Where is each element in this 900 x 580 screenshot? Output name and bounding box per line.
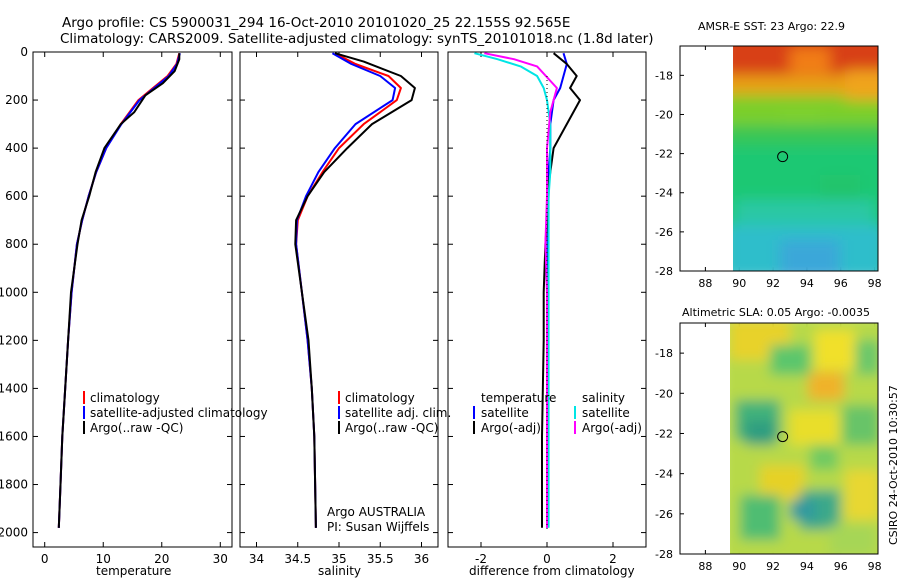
y-tick-label: 400 — [5, 141, 28, 155]
map-y-tick-label: -20 — [655, 387, 673, 400]
series-line-satellite-adjusted-climatology — [57, 52, 181, 528]
map-x-tick-label: 96 — [834, 560, 848, 573]
credit-text: CSIRO 24-Oct-2010 10:30:57 — [887, 385, 900, 545]
map-x-tick-label: 94 — [800, 560, 814, 573]
y-tick-label: 1600 — [0, 429, 28, 443]
legend-climatology: climatology — [345, 391, 415, 405]
map-y-tick-label: -22 — [655, 427, 673, 440]
x-tick-label: 36 — [414, 552, 429, 566]
y-tick-label: 1200 — [0, 333, 28, 347]
series-group — [57, 52, 181, 528]
salinity-legend: climatology satellite adj. clim. Argo(..… — [338, 391, 451, 435]
map-x-tick-label: 92 — [766, 277, 780, 290]
map-y-tick-label: -22 — [655, 148, 673, 161]
legend-climatology: climatology — [90, 391, 160, 405]
profile-lines — [57, 52, 581, 528]
series-line-climatology — [57, 52, 181, 528]
y-tick-label: 0 — [20, 45, 28, 59]
y-tick-label: 1000 — [0, 285, 28, 299]
figure-title-line2: Climatology: CARS2009. Satellite-adjuste… — [60, 31, 653, 47]
temperature-legend: climatology satellite-adjusted climatolo… — [83, 391, 268, 435]
map-x-tick-label: 94 — [800, 277, 814, 290]
map-x-tick-label: 88 — [698, 277, 712, 290]
legend-argo: Argo(..raw -QC) — [345, 421, 438, 435]
legend-satellite-adjusted: satellite-adjusted climatology — [90, 406, 268, 420]
argo-australia-note: Argo AUSTRALIA — [327, 505, 426, 519]
y-tick-label: 2000 — [0, 526, 28, 540]
legend-sal-satellite: satellite — [582, 406, 630, 420]
x-tick-label: -2 — [475, 552, 487, 566]
y-tick-label: 1800 — [0, 478, 28, 492]
map-y-tick-label: -28 — [655, 265, 673, 278]
legend-satellite-adj: satellite adj. clim. — [345, 406, 451, 420]
x-tick-label: 30 — [213, 552, 228, 566]
sst-map-frame — [679, 45, 879, 272]
x-tick-label: 35 — [331, 552, 346, 566]
sst-argo-marker — [777, 151, 789, 163]
x-tick-label: 35.5 — [367, 552, 394, 566]
map-y-tick-label: -26 — [655, 508, 673, 521]
series-line-argo-raw-qc- — [57, 53, 181, 528]
x-tick-label: 2 — [609, 552, 617, 566]
map-y-tick-label: -24 — [655, 187, 673, 200]
legend-argo: Argo(..raw -QC) — [90, 421, 183, 435]
difference-legend: temperature satellite Argo(-adj) salinit… — [473, 391, 642, 435]
sla-map-frame — [679, 322, 879, 555]
x-tick-label: 0 — [543, 552, 551, 566]
map-x-tick-label: 98 — [868, 277, 882, 290]
series-group — [294, 52, 416, 528]
map-x-tick-label: 98 — [868, 560, 882, 573]
series-group — [474, 52, 581, 528]
sst-heatmap — [733, 46, 878, 271]
series-line-salinity-satellite — [474, 52, 552, 528]
pi-note: PI: Susan Wijffels — [327, 520, 429, 534]
map-x-tick-label: 96 — [834, 277, 848, 290]
map-y-tick-label: -28 — [655, 548, 673, 561]
salinity-panel-frame — [239, 51, 439, 548]
x-tick-label: 34 — [249, 552, 264, 566]
sst-map-title: AMSR-E SST: 23 Argo: 22.9 — [698, 20, 845, 33]
map-y-tick-label: -24 — [655, 468, 673, 481]
map-y-tick-label: -18 — [655, 347, 673, 360]
y-tick-label: 600 — [5, 189, 28, 203]
y-tick-label: 800 — [5, 237, 28, 251]
map-y-tick-label: -18 — [655, 69, 673, 82]
series-line-argo-raw-qc- — [294, 52, 416, 528]
salinity-axis-label: salinity — [318, 564, 361, 578]
legend-temp-satellite: satellite — [481, 406, 529, 420]
map-x-tick-label: 92 — [766, 560, 780, 573]
x-tick-label: 0 — [41, 552, 49, 566]
x-tick-label: 20 — [154, 552, 169, 566]
map-y-tick-label: -26 — [655, 226, 673, 239]
temperature-axis-label: temperature — [96, 564, 171, 578]
map-y-tick-label: -20 — [655, 108, 673, 121]
sla-map-title: Altimetric SLA: 0.05 Argo: -0.0035 — [682, 306, 870, 319]
series-line-salinity-argo-adj- — [484, 52, 558, 528]
legend-salinity-heading: salinity — [582, 391, 625, 405]
legend-temp-argo: Argo(-adj) — [481, 421, 541, 435]
map-x-tick-label: 90 — [732, 277, 746, 290]
y-tick-label: 1400 — [0, 381, 28, 395]
sla-heatmap — [730, 323, 878, 554]
map-x-tick-label: 90 — [732, 560, 746, 573]
legend-temperature-heading: temperature — [481, 391, 556, 405]
difference-axis-label: difference from climatology — [469, 564, 635, 578]
series-line-satellite-adj-clim- — [295, 52, 397, 528]
x-tick-label: 10 — [96, 552, 111, 566]
temperature-panel-frame — [32, 51, 233, 548]
x-tick-label: 34.5 — [284, 552, 311, 566]
y-tick-label: 200 — [5, 93, 28, 107]
figure-title-line1: Argo profile: CS 5900031_294 16-Oct-2010… — [62, 15, 570, 31]
legend-sal-argo: Argo(-adj) — [582, 421, 642, 435]
sla-argo-marker — [777, 431, 789, 443]
series-line-climatology — [295, 52, 402, 528]
map-x-tick-label: 88 — [698, 560, 712, 573]
